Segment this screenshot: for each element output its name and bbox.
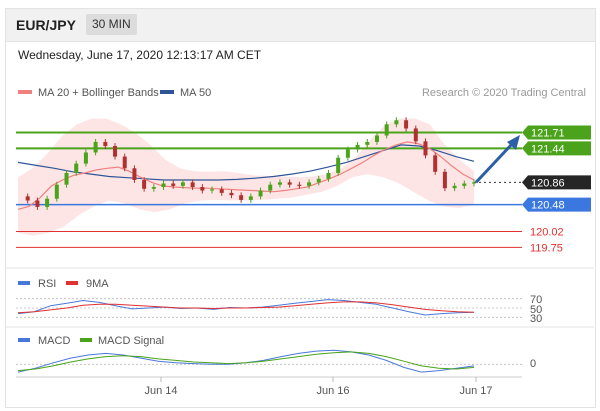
- candle-body: [404, 120, 409, 129]
- x-tick-jun14: Jun 14: [144, 385, 177, 397]
- rsi-tick-50: 50: [530, 304, 542, 316]
- level-label-121.71: 121.71: [531, 128, 565, 140]
- candle-body: [258, 190, 263, 197]
- candle-body: [287, 182, 292, 185]
- rsi-ma-legend-swatch: [66, 281, 78, 285]
- macd-panel: [16, 349, 522, 373]
- rsi-legend-label: RSI: [38, 278, 56, 290]
- x-tick-jun17: Jun 17: [459, 385, 492, 397]
- candle-body: [365, 141, 370, 145]
- indicator-lines: [17, 141, 475, 210]
- candle-body: [336, 157, 341, 173]
- timestamp: Wednesday, June 17, 2020 12:13:17 AM CET: [18, 48, 262, 62]
- candle-body: [151, 187, 156, 189]
- candle-body: [142, 180, 147, 189]
- candle-body: [229, 192, 234, 196]
- rsi-legend-swatch: [18, 281, 30, 285]
- rsi-line: [17, 299, 475, 316]
- level-label-120.86: 120.86: [531, 177, 565, 189]
- rsi-panel: [16, 298, 522, 318]
- candle-body: [268, 184, 273, 191]
- candle-body: [355, 144, 360, 150]
- bollinger-band-area: [18, 118, 474, 236]
- macd-signal-legend-label: MACD Signal: [98, 335, 164, 347]
- forecast-arrow-shaft: [474, 142, 514, 184]
- level-label-120.02: 120.02: [530, 227, 564, 239]
- candle-body: [54, 184, 59, 199]
- candle-body: [171, 183, 176, 186]
- candle-body: [122, 156, 127, 169]
- bollinger-band: [18, 118, 474, 236]
- candle-body: [239, 195, 244, 200]
- credit-text: Research © 2020 Trading Central: [422, 87, 586, 99]
- candle-body: [83, 152, 88, 164]
- ma50-legend-label: MA 50: [180, 87, 211, 99]
- candle-body: [93, 141, 98, 153]
- ma20-legend-swatch: [18, 90, 32, 94]
- level-label-120.48: 120.48: [531, 200, 565, 212]
- candle-body: [413, 128, 418, 142]
- rsi-tick-30: 30: [530, 313, 542, 325]
- candle-body: [462, 183, 467, 186]
- level-tag-120.48: [522, 197, 591, 212]
- macd-tick-0: 0: [530, 358, 536, 370]
- candle-body: [307, 182, 312, 186]
- candle-body: [25, 196, 30, 201]
- level-tag-120.86: [522, 175, 591, 190]
- level-labels: 121.71 121.44 120.86 120.48 120.02 119.75: [522, 125, 591, 254]
- ma50-legend-swatch: [160, 90, 174, 94]
- rsi-tick-70: 70: [530, 294, 542, 306]
- candle-body: [210, 189, 215, 191]
- forecast-arrow-head: [507, 135, 520, 150]
- level-label-121.44: 121.44: [531, 143, 565, 155]
- candle-body: [190, 182, 195, 188]
- macd-signal-legend-swatch: [80, 338, 92, 342]
- x-tick-jun16: Jun 16: [316, 385, 349, 397]
- candle-body: [103, 141, 108, 147]
- candle-body: [277, 182, 282, 185]
- macd-legend-swatch: [18, 338, 30, 342]
- candle-body: [423, 141, 428, 156]
- chart-frame: EUR/JPY 30 MIN Wednesday, June 17, 2020 …: [5, 8, 596, 408]
- candle-body: [113, 146, 118, 157]
- price-levels: [16, 131, 522, 248]
- timeframe-badge[interactable]: 30 MIN: [86, 14, 137, 35]
- level-label-119.75: 119.75: [530, 242, 563, 254]
- candle-body: [180, 182, 185, 186]
- candle-body: [384, 124, 389, 136]
- candle-body: [442, 171, 447, 189]
- candle-body: [297, 184, 302, 186]
- candle-body: [345, 149, 350, 158]
- ma20-line: [17, 141, 475, 210]
- candle-body: [374, 135, 379, 142]
- level-tag-121.44: [522, 141, 591, 156]
- candle-body: [132, 168, 137, 180]
- level-tag-121.71: [522, 125, 591, 140]
- rsi-ma-line: [17, 301, 475, 314]
- macd-legend-label: MACD: [38, 335, 70, 347]
- candle-body: [35, 200, 40, 207]
- macd-signal-line: [17, 351, 475, 372]
- ma50-line: [17, 144, 475, 181]
- currency-pair: EUR/JPY: [16, 17, 76, 33]
- candle-body: [45, 198, 50, 207]
- candle-body: [200, 187, 205, 191]
- candle-body: [433, 155, 438, 172]
- rsi-ma-legend-label: 9MA: [86, 278, 109, 290]
- forecast-arrow: [474, 135, 520, 184]
- candle-body: [219, 189, 224, 193]
- candle-body: [394, 120, 399, 125]
- candle-body: [161, 183, 166, 188]
- candle-body: [452, 185, 457, 189]
- ma20-legend-label: MA 20 + Bollinger Bands: [38, 87, 159, 99]
- candle-body: [64, 172, 69, 185]
- candle-body: [326, 172, 331, 179]
- candles: [25, 117, 476, 210]
- candle-body: [74, 163, 79, 173]
- candle-body: [248, 196, 253, 200]
- candle-body: [316, 178, 321, 183]
- candle-body: [472, 182, 476, 184]
- chart-header: EUR/JPY 30 MIN: [6, 9, 595, 42]
